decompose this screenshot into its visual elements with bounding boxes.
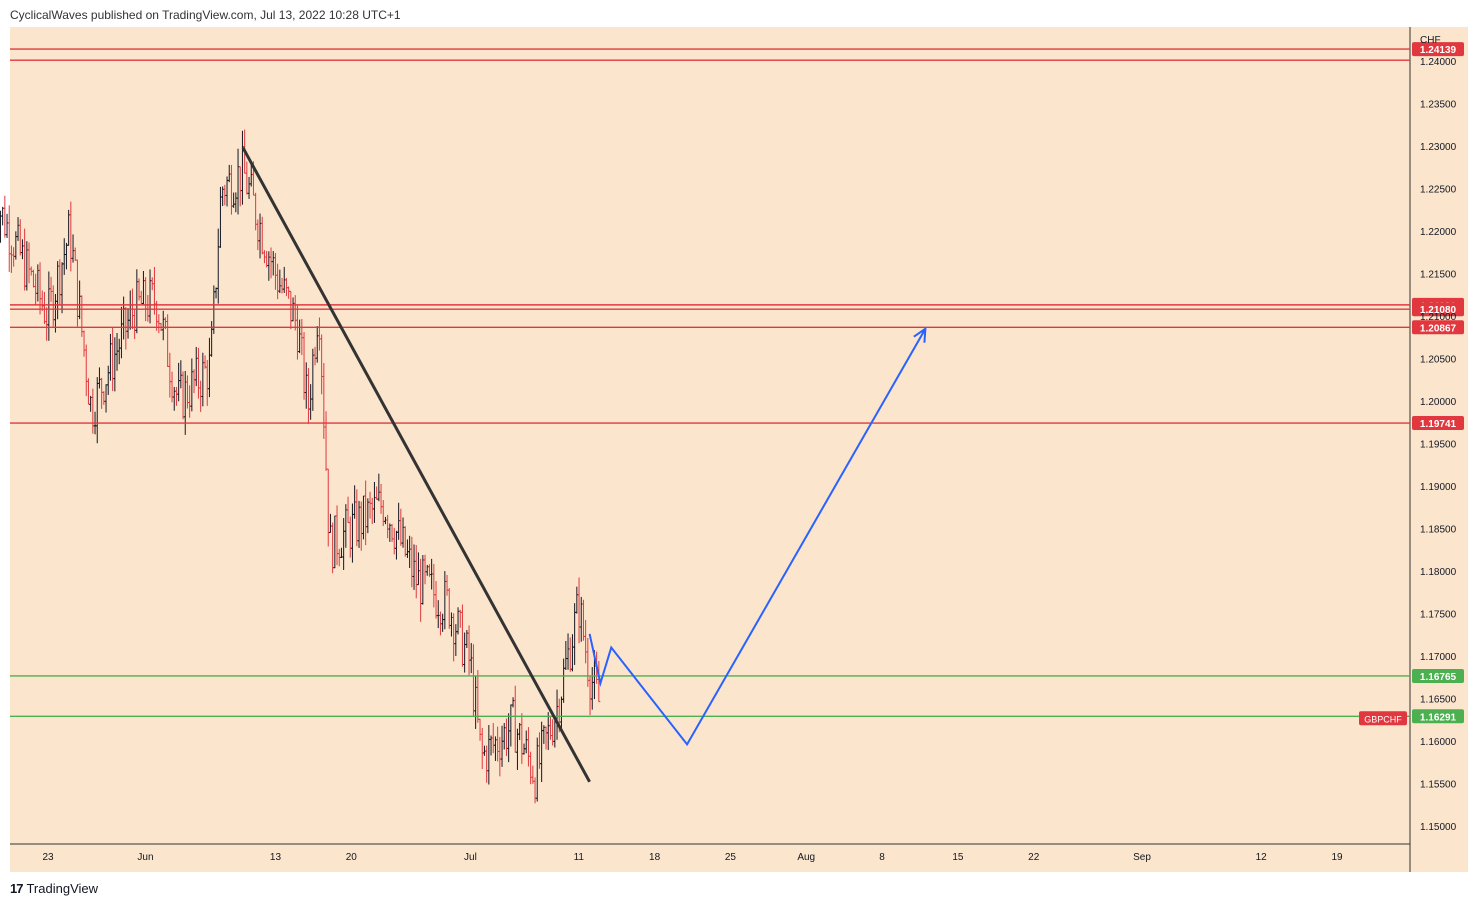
x-tick-label: Sep (1133, 852, 1151, 863)
projection-group (588, 326, 927, 747)
ohlc-bar (5, 213, 9, 238)
y-tick-label: 1.17000 (1420, 652, 1457, 663)
x-tick-label: 11 (574, 852, 585, 863)
y-tick-label: 1.19000 (1420, 482, 1457, 493)
publish-header: CyclicalWaves published on TradingView.c… (10, 8, 401, 22)
y-tick-label: 1.21500 (1420, 270, 1457, 281)
chart-plot-area[interactable] (10, 27, 1410, 844)
downtrend-line (241, 146, 591, 783)
y-tick-label: 1.15500 (1420, 780, 1457, 791)
ohlc-bar (3, 195, 7, 238)
projection-path (588, 328, 927, 747)
x-tick-label: 22 (1028, 852, 1040, 863)
price-line-badge (1412, 668, 1464, 683)
symbol-badge-label: GBPCHF (1364, 714, 1402, 724)
symbol-badge (1359, 711, 1407, 726)
y-tick-label: 1.23500 (1420, 100, 1457, 111)
y-tick-label: 1.20000 (1420, 397, 1457, 408)
price-line-label: 1.16291 (1420, 712, 1457, 723)
y-tick-label: 1.24000 (1420, 57, 1457, 68)
price-axis-area[interactable] (1410, 27, 1468, 844)
x-tick-label: 15 (952, 852, 964, 863)
trendline-group (241, 146, 591, 783)
price-line-label: 1.20867 (1420, 323, 1457, 334)
price-line-badge (1412, 416, 1464, 431)
price-line-badge (1412, 302, 1464, 317)
y-tick-label: 1.17500 (1420, 610, 1457, 621)
time-axis-area[interactable] (10, 844, 1468, 872)
ohlc-bar (0, 210, 2, 243)
candles-group (0, 129, 601, 804)
x-tick-label: 20 (346, 852, 358, 863)
tradingview-brand: TradingView (26, 881, 99, 896)
price-line-label: 1.21080 (1420, 305, 1457, 316)
time-axis-labels: 23 Jun 13 20 Jul 11 18 25 Aug 8 15 22 Sep 12 19 (42, 852, 1343, 863)
y-tick-label: 1.18500 (1420, 525, 1457, 536)
x-tick-label: Jun (137, 852, 153, 863)
x-tick-label: 23 (42, 852, 54, 863)
x-tick-label: 13 (270, 852, 282, 863)
y-tick-label: 1.15000 (1420, 822, 1457, 833)
y-tick-label: 1.21000 (1420, 312, 1457, 323)
y-tick-label: 1.19500 (1420, 440, 1457, 451)
currency-label: CHF (1420, 35, 1441, 46)
price-line-badge (1412, 320, 1464, 335)
y-tick-label: 1.18000 (1420, 567, 1457, 578)
tradingview-footer[interactable]: 17 TradingView (10, 881, 98, 896)
tradingview-logo-icon: 17 (10, 881, 24, 896)
ohlc-bar (1, 206, 5, 226)
x-tick-label: Aug (797, 852, 815, 863)
x-tick-label: 25 (725, 852, 737, 863)
price-line-badge (1412, 42, 1464, 57)
price-lines-group: 1.241391.211311.210801.208671.197411.167… (10, 42, 1464, 726)
x-tick-label: Jul (464, 852, 477, 863)
price-line-label: 1.16765 (1420, 672, 1457, 683)
price-line-label: 1.19741 (1420, 419, 1457, 430)
y-tick-label: 1.16000 (1420, 737, 1457, 748)
y-tick-label: 1.16500 (1420, 695, 1457, 706)
projection-arrowhead (913, 326, 927, 343)
price-line-badge (1412, 709, 1464, 724)
price-axis-labels: 1.24000 1.23500 1.23000 1.22500 1.22000 1.215… (1420, 57, 1457, 833)
y-tick-label: 1.22000 (1420, 227, 1457, 238)
y-tick-label: 1.20500 (1420, 355, 1457, 366)
price-line-label: 1.24139 (1420, 45, 1457, 56)
x-tick-label: 8 (879, 852, 885, 863)
x-tick-label: 12 (1256, 852, 1268, 863)
y-tick-label: 1.22500 (1420, 185, 1457, 196)
x-tick-label: 19 (1331, 852, 1343, 863)
x-tick-label: 18 (649, 852, 661, 863)
y-tick-label: 1.23000 (1420, 142, 1457, 153)
